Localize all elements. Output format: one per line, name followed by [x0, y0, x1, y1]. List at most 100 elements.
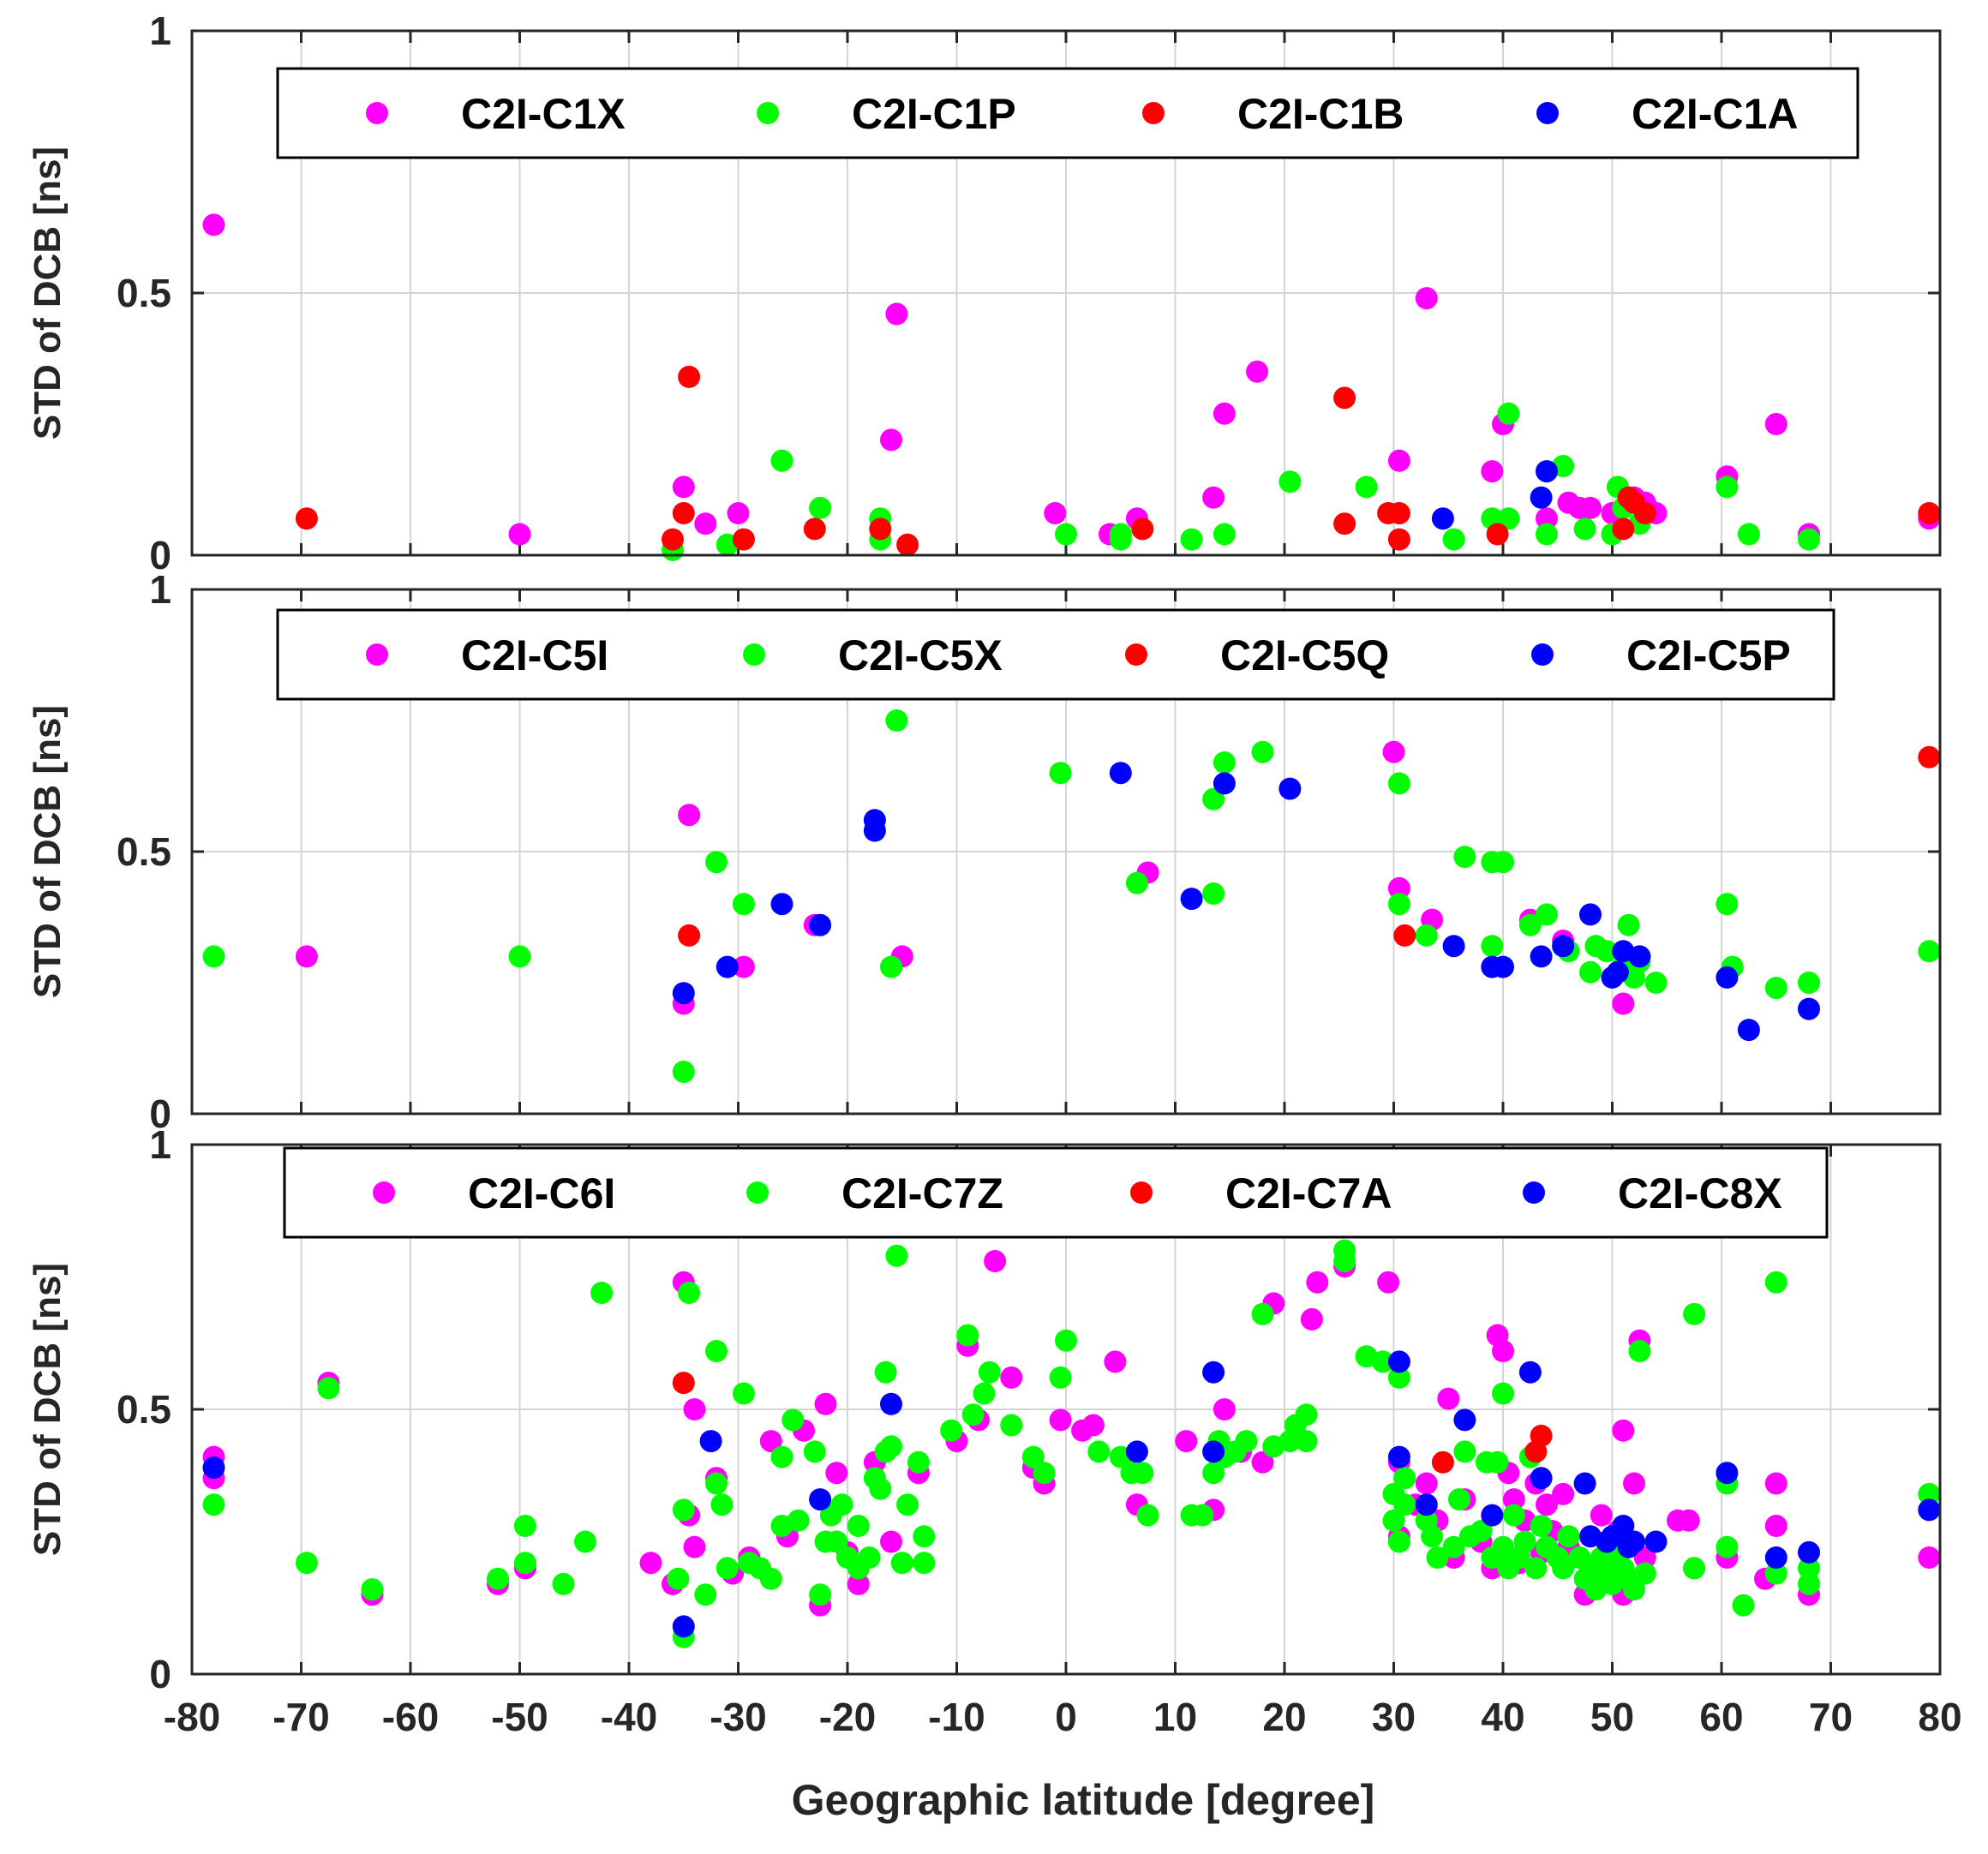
data-point — [1393, 924, 1416, 947]
data-point — [1716, 966, 1739, 989]
data-point — [1623, 1472, 1645, 1495]
data-point — [317, 1377, 340, 1400]
legend-marker — [1130, 1181, 1153, 1204]
data-point — [1333, 1239, 1356, 1262]
data-point — [907, 1450, 930, 1474]
data-point — [1109, 528, 1132, 551]
data-point — [1180, 888, 1203, 911]
series-c2i-c7a — [672, 1372, 1553, 1474]
series-c2i-c8x — [202, 1350, 1941, 1638]
data-point — [202, 1493, 225, 1516]
legend-label: C2I-C8X — [1618, 1169, 1782, 1217]
data-point — [940, 1419, 963, 1442]
data-point — [552, 1572, 575, 1595]
data-point — [1557, 1525, 1580, 1548]
data-point — [1644, 1530, 1668, 1553]
data-point — [869, 1477, 892, 1500]
data-point — [1125, 871, 1148, 894]
data-point — [678, 365, 701, 388]
data-point — [1486, 523, 1509, 546]
data-point — [1492, 851, 1514, 874]
data-point — [1530, 1424, 1553, 1447]
data-point — [1798, 1572, 1820, 1595]
data-point — [1202, 1462, 1225, 1485]
data-point — [1633, 1562, 1656, 1585]
panel-3: 0 0.5 1 STD of DCB [ns] C2I-C6I C2I-C7Z C2I-C7… — [27, 1122, 1962, 1824]
data-point — [727, 502, 750, 524]
data-point — [1716, 893, 1739, 916]
data-point — [1333, 386, 1356, 410]
data-point — [1081, 1414, 1105, 1437]
data-point — [732, 1382, 755, 1405]
x-tick-label: -40 — [601, 1695, 657, 1739]
data-point — [1518, 1361, 1542, 1384]
data-point — [770, 893, 793, 916]
data-point — [1202, 1440, 1225, 1463]
series-c2i-c1a — [1431, 460, 1558, 530]
x-tick-label: 10 — [1153, 1695, 1197, 1739]
data-point — [1481, 935, 1504, 958]
legend-box — [283, 1146, 1829, 1239]
data-point — [694, 512, 717, 535]
legend-marker — [366, 643, 388, 666]
data-point — [1131, 517, 1154, 541]
data-point — [880, 1392, 902, 1415]
series-c2i-c1b — [295, 365, 1941, 556]
x-tick-label: 50 — [1590, 1695, 1634, 1739]
data-point — [770, 449, 793, 472]
legend-marker — [1125, 643, 1147, 666]
data-point — [1628, 1340, 1651, 1362]
x-axis-label: Geographic latitude [degree] — [792, 1776, 1375, 1824]
legend-marker — [746, 1181, 769, 1204]
data-point — [1295, 1403, 1318, 1426]
data-point — [1764, 1515, 1787, 1537]
axes-frame — [190, 29, 1942, 557]
data-point — [1492, 955, 1514, 978]
data-point — [672, 502, 695, 524]
data-point — [1732, 1594, 1755, 1617]
data-point — [1000, 1366, 1023, 1389]
data-point — [885, 709, 908, 732]
data-point — [1087, 1440, 1111, 1463]
data-point — [1530, 486, 1553, 509]
y-tick-label: 0 — [149, 533, 171, 577]
data-point — [672, 1061, 695, 1083]
legend-box — [276, 608, 1835, 701]
data-point — [295, 1552, 318, 1575]
series-c2i-c5p — [672, 762, 1820, 1042]
data-point — [1683, 1302, 1706, 1325]
data-point — [1104, 1350, 1127, 1373]
x-tick-label: -80 — [164, 1695, 220, 1739]
data-point — [1251, 740, 1274, 763]
legend-label: C2I-C6I — [468, 1169, 615, 1217]
legend-label: C2I-C1X — [461, 90, 626, 138]
legend-label: C2I-C1P — [852, 90, 1016, 138]
data-point — [1530, 945, 1553, 968]
data-point — [825, 1530, 848, 1553]
legend-label: C2I-C1A — [1632, 90, 1798, 138]
data-point — [1716, 475, 1739, 499]
data-point — [1431, 507, 1454, 530]
x-tick-label: 80 — [1918, 1695, 1961, 1739]
legend-label: C2I-C7Z — [841, 1169, 1003, 1217]
data-point — [1579, 496, 1602, 519]
data-point — [803, 1440, 826, 1463]
data-point — [1530, 1467, 1553, 1490]
data-point — [1426, 1546, 1449, 1569]
data-point — [699, 1430, 722, 1453]
data-point — [1371, 1350, 1394, 1373]
x-tick-label: -30 — [710, 1695, 766, 1739]
data-point — [880, 955, 902, 978]
data-point — [880, 1530, 902, 1553]
data-point — [590, 1282, 614, 1304]
data-point — [1421, 1525, 1444, 1548]
data-point — [694, 1583, 717, 1606]
data-point — [1387, 1530, 1410, 1553]
data-point — [1295, 1430, 1318, 1453]
legend-label: C2I-C5Q — [1220, 631, 1389, 679]
legend-marker — [1531, 643, 1554, 666]
data-point — [880, 1435, 902, 1458]
x-tick-label: -70 — [272, 1695, 329, 1739]
data-point — [1764, 1472, 1787, 1495]
legend: C2I-C1X C2I-C1P C2I-C1B C2I-C1A — [276, 67, 1859, 159]
